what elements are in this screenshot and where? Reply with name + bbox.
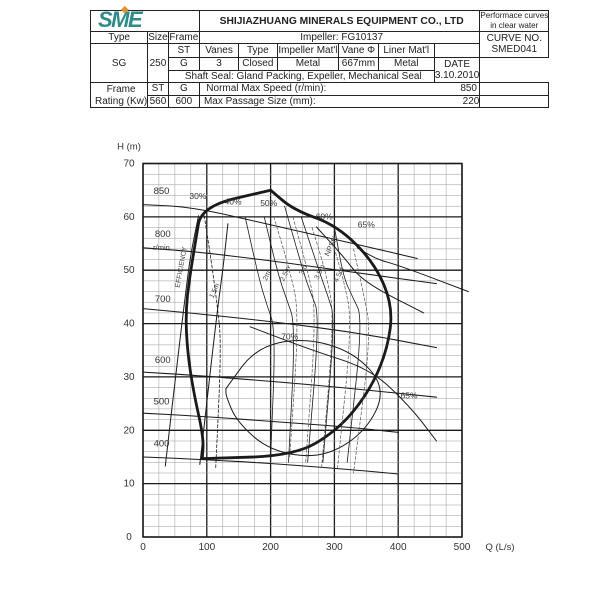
svg-text:30: 30 [123, 372, 135, 383]
svg-text:40%: 40% [224, 197, 241, 207]
svg-text:400: 400 [154, 438, 170, 449]
svg-text:60: 60 [123, 212, 135, 223]
svg-text:10: 10 [123, 479, 135, 490]
svg-text:50%: 50% [260, 198, 277, 208]
svg-text:0: 0 [140, 542, 146, 553]
svg-text:H (m): H (m) [117, 142, 141, 153]
svg-text:400: 400 [390, 542, 407, 553]
svg-text:200: 200 [262, 542, 279, 553]
svg-text:500: 500 [454, 542, 471, 553]
svg-text:600: 600 [155, 355, 171, 366]
svg-text:2.5m: 2.5m [279, 265, 292, 282]
svg-text:30%: 30% [189, 191, 206, 201]
svg-text:300: 300 [326, 542, 343, 553]
svg-text:65%: 65% [358, 220, 375, 230]
svg-text:Q (L/s): Q (L/s) [485, 542, 514, 553]
svg-text:r/min: r/min [153, 243, 170, 252]
svg-text:70: 70 [123, 159, 135, 170]
svg-text:850: 850 [154, 186, 170, 197]
svg-text:70%: 70% [281, 332, 298, 342]
svg-text:65%: 65% [400, 390, 417, 400]
svg-text:20: 20 [123, 425, 135, 436]
svg-text:100: 100 [198, 542, 215, 553]
svg-text:0: 0 [126, 532, 132, 543]
svg-text:800: 800 [155, 229, 171, 240]
svg-text:500: 500 [154, 397, 170, 408]
svg-text:50: 50 [123, 265, 135, 276]
svg-text:60%: 60% [316, 212, 333, 222]
svg-text:700: 700 [155, 294, 171, 305]
svg-text:40: 40 [123, 319, 135, 330]
